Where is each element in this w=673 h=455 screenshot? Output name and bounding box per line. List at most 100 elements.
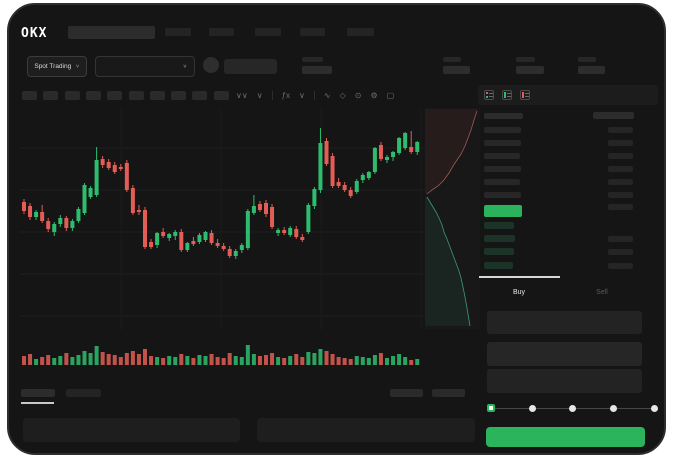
candle <box>191 237 196 246</box>
slider-dot[interactable] <box>529 405 536 412</box>
volume-bar <box>130 351 135 365</box>
candlestick-chart[interactable] <box>20 108 480 340</box>
accent <box>522 92 524 98</box>
candle <box>173 230 178 240</box>
bid-price-skeleton[interactable] <box>484 235 515 242</box>
compare-icon[interactable]: ◇ <box>339 90 346 100</box>
volume-bar <box>209 354 214 365</box>
bottom-tab-underline <box>21 402 54 404</box>
candle <box>300 234 305 242</box>
candle-type-icon[interactable]: ∨∨ <box>236 90 248 100</box>
ask-price-skeleton[interactable] <box>484 179 520 185</box>
ask-amount-skeleton <box>608 192 633 198</box>
volume-bar <box>52 358 57 365</box>
ask-amount-skeleton <box>608 153 633 159</box>
candle <box>28 203 33 220</box>
mid-amount-skeleton <box>608 204 633 210</box>
candle <box>203 231 208 242</box>
candle <box>106 159 111 170</box>
pair-avatar[interactable] <box>203 57 219 73</box>
market-type-selector[interactable]: Spot Trading ∨ <box>27 56 87 77</box>
line-chart-icon[interactable]: ∿ <box>323 90 331 100</box>
candle <box>185 242 190 252</box>
order-input-skeleton[interactable] <box>487 369 642 393</box>
timeframe-skeleton[interactable] <box>107 91 123 100</box>
ask-price-skeleton[interactable] <box>484 166 521 172</box>
slider-dot[interactable] <box>651 405 658 412</box>
candle <box>46 218 51 232</box>
indicators-icon[interactable]: ƒx <box>281 90 291 100</box>
timeframe-skeleton[interactable] <box>171 91 187 100</box>
bid-price-skeleton[interactable] <box>484 222 514 229</box>
indicator-chevron-icon[interactable]: ∨ <box>299 90 305 100</box>
volume-bar <box>136 354 141 365</box>
stat-value-skeleton <box>578 66 605 74</box>
candle <box>22 199 26 214</box>
nav-item-skeleton <box>255 28 281 36</box>
volume-bar <box>215 357 220 365</box>
okx-logo[interactable]: OKX <box>21 26 48 41</box>
line <box>489 96 493 97</box>
candle <box>288 226 293 237</box>
ask-price-skeleton[interactable] <box>484 140 521 146</box>
bid-amount-skeleton <box>608 236 633 242</box>
ask-price-skeleton[interactable] <box>484 127 521 133</box>
order-input-skeleton[interactable] <box>487 342 642 366</box>
book-combined-icon[interactable] <box>484 90 494 100</box>
stat-label-skeleton <box>516 57 535 62</box>
volume-bar <box>70 357 75 365</box>
buy-submit-button[interactable] <box>486 427 645 447</box>
pair-dropdown[interactable]: ∨ <box>95 56 195 77</box>
book-bids-icon[interactable] <box>502 90 512 100</box>
slider-dot[interactable] <box>610 405 617 412</box>
volume-bar <box>161 358 166 365</box>
last-price-badge[interactable] <box>484 205 522 217</box>
timeframe-skeleton[interactable] <box>85 91 101 100</box>
timeframe-skeleton[interactable] <box>213 91 229 100</box>
slider-dot[interactable] <box>569 405 576 412</box>
bid-price-skeleton[interactable] <box>484 248 514 255</box>
order-input-skeleton[interactable] <box>487 311 642 334</box>
toolbar-divider <box>271 91 273 100</box>
candle <box>58 215 63 227</box>
candle <box>40 205 45 223</box>
volume-bar <box>397 354 402 365</box>
timeframe-skeleton[interactable] <box>149 91 165 100</box>
candle <box>397 137 402 155</box>
timeframe-skeleton[interactable] <box>64 91 80 100</box>
candle <box>330 153 335 188</box>
interval-chevron-icon[interactable]: ∨ <box>256 90 263 100</box>
book-asks-icon[interactable] <box>520 90 530 100</box>
timeframe-skeleton[interactable] <box>192 91 208 100</box>
bottom-tab-skeleton[interactable] <box>21 389 55 397</box>
bottom-tab-skeleton[interactable] <box>66 389 101 397</box>
timeframe-skeleton[interactable] <box>22 91 37 100</box>
volume-bar <box>124 353 129 365</box>
fullscreen-icon[interactable]: ▢ <box>386 90 395 100</box>
ask-price-skeleton[interactable] <box>484 153 520 159</box>
timeframe-skeleton[interactable] <box>43 91 59 100</box>
nav-item-skeleton <box>209 28 234 36</box>
volume-bar <box>378 353 383 365</box>
nav-item-skeleton <box>165 28 191 36</box>
snapshot-icon[interactable]: ⊙ <box>354 90 362 100</box>
candle <box>88 186 93 199</box>
ask-price-skeleton[interactable] <box>484 192 521 198</box>
device-frame: OKX Spot Trading ∨ ∨ ∨∨ ∨ ƒx ∨ ∿ ◇ ⊙ ⚙ ▢ Buy <box>7 3 666 455</box>
chart-settings-icon[interactable]: ⚙ <box>370 90 378 100</box>
slider-handle[interactable] <box>487 404 495 412</box>
volume-bar <box>336 357 341 365</box>
volume-bar <box>251 354 256 365</box>
market-type-label: Spot Trading <box>34 63 72 70</box>
volume-bar <box>366 358 371 365</box>
stat-value-skeleton <box>516 66 544 74</box>
volume-bar <box>76 355 81 365</box>
tab-buy[interactable]: Buy <box>479 282 559 302</box>
bottom-action-skeleton[interactable] <box>432 389 465 397</box>
tab-sell[interactable]: Sell <box>562 282 642 302</box>
timeframe-skeleton[interactable] <box>128 91 144 100</box>
volume-bar <box>385 358 389 365</box>
volume-bar <box>239 357 244 365</box>
bid-price-skeleton[interactable] <box>484 262 513 269</box>
bottom-action-skeleton[interactable] <box>390 389 423 397</box>
